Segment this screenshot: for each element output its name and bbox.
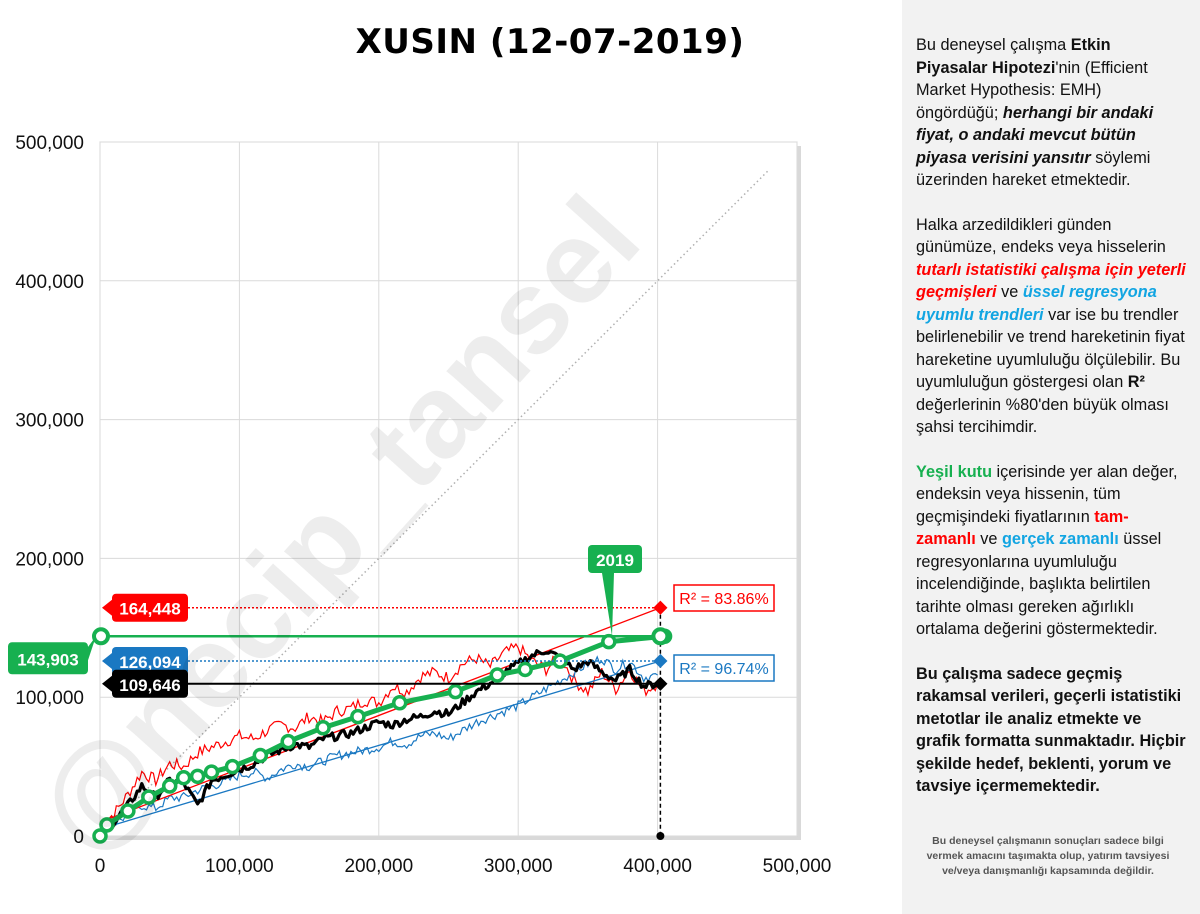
series-green-marker [203,764,220,780]
series-blue-line [99,655,658,836]
r2-red-label: R² = 83.86% [679,591,768,608]
x-tick-label: 500,000 [763,856,832,877]
green-end-marker [651,627,670,646]
series-red-line [99,642,659,828]
chart-title: XUSIN (12-07-2019) [355,22,745,62]
y-tick-label: 400,000 [15,272,84,293]
series-green-marker [447,683,464,700]
series-green-marker [489,667,506,683]
x-tick-label: 200,000 [344,856,413,877]
y-tick-label: 500,000 [15,133,84,154]
blue-value-tag-label: 126,094 [119,653,181,672]
black-value-tag-label: 109,646 [119,676,180,695]
blue-value-tag-box [112,646,188,675]
chart-area: XUSIN (12-07-2019) 0 100,000 200,000 300,00… [8,22,832,878]
x-tick-label: 300,000 [484,856,553,877]
disclaimer: Bu deneysel çalışmanın sonuçları sadece … [926,835,1170,877]
panel-paragraph-4: Bu çalışma sadece geçmiş rakamsal verile… [916,664,1186,796]
red-end-marker [653,600,668,615]
y-tick-label: 200,000 [15,549,84,570]
panel-paragraph-3: Yeşil kutu içerisinde yer alan değer, en… [916,462,1178,639]
r2-blue-label-box [673,654,775,682]
series-green-marker [391,695,408,711]
series-green-marker [175,769,192,786]
green-value-tag-box [8,642,88,675]
x-tick-label: 0 [95,856,106,877]
red-value-tag-pointer [102,599,112,616]
x-tick-label: 400,000 [623,856,692,877]
trendline-blue [99,660,661,830]
black-value-tag-pointer [102,675,112,692]
end-drop-dot [656,832,665,840]
side-panel: Bu deneysel çalışma Etkin Piyasalar Hipo… [902,0,1200,914]
series-green-marker [350,708,366,725]
series-green-marker [92,828,108,844]
blue-end-marker [653,653,668,669]
series-green-marker [315,719,331,736]
blue-value-tag-pointer [102,652,112,669]
r2-blue-label: R² = 96.74% [679,661,768,678]
series-green-marker [189,768,206,785]
series-green-marker [120,803,136,819]
series-green-marker [280,733,296,750]
series-green-marker [161,778,178,794]
series-green-marker [141,789,157,805]
red-value-tag-box [112,593,188,622]
y-tick-label: 0 [73,827,84,848]
series-green-marker [99,817,115,833]
green-value-tag-label: 143,903 [17,650,78,669]
year-label: 2019 [596,551,634,570]
y-tick-label: 300,000 [15,411,84,432]
black-end-marker [653,676,668,691]
r2-red-label-box [673,584,775,612]
red-value-tag-label: 164,448 [119,600,180,619]
black-value-tag-box [112,669,188,698]
y-tick-label: 100,000 [15,688,84,709]
plot-svg: 0 100,000 200,000 300,000 400,000 500,000 0 100… [8,133,832,877]
trendline-red [99,607,661,823]
series-green-marker [252,747,269,764]
x-tick-label: 100,000 [205,856,274,877]
series-green-marker [517,661,533,678]
year-label-pointer [602,573,614,636]
green-start-marker [92,627,110,646]
panel-paragraph-1: Bu deneysel çalışma Etkin Piyasalar Hipo… [916,36,1154,189]
panel-paragraph-2: Halka arzedildikleri günden günümüze, en… [916,215,1186,437]
series-green-marker [224,758,241,775]
year-label-box [588,545,642,573]
